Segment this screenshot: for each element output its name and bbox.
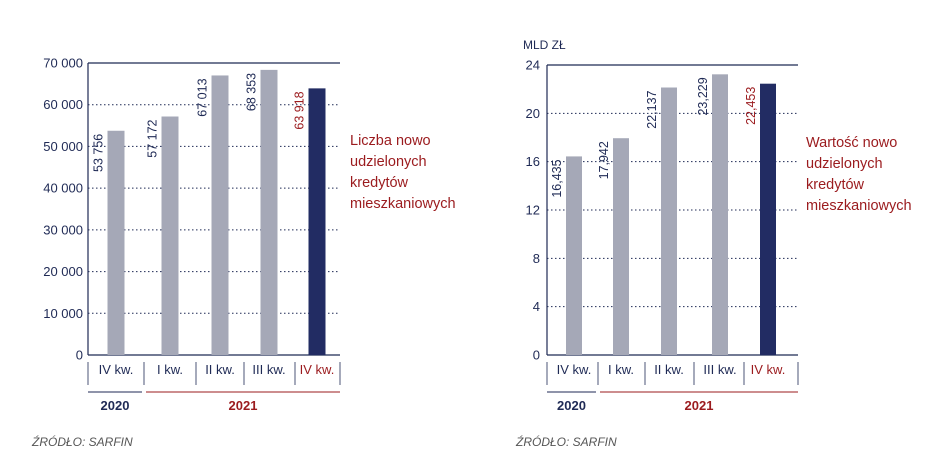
x-category-label: III kw. [252, 362, 285, 377]
y-tick-label: 30 000 [43, 222, 83, 237]
chart-description-line: mieszkaniowych [806, 198, 912, 214]
year-group-label: 2020 [557, 398, 586, 413]
y-tick-label: 50 000 [43, 139, 83, 154]
x-category-label: IV kw. [557, 362, 592, 377]
chart-description-line: kredytów [350, 175, 409, 191]
x-category-label: IV kw. [99, 362, 134, 377]
chart-1: 0 10 000 20 000 30 000 40 000 50 000 60 000 70 … [31, 56, 456, 450]
bar-value-label: 22,137 [645, 90, 659, 128]
y-tick-label: 60 000 [43, 97, 83, 112]
y-tick-label: 40 000 [43, 181, 83, 196]
chart-description-line: Liczba nowo [350, 133, 431, 149]
year-group-label: 2020 [101, 398, 130, 413]
chart-description-line: kredytów [806, 177, 865, 193]
y-tick-label: 8 [533, 251, 540, 266]
bar-value-label: 17,942 [597, 141, 611, 179]
chart-description-line: Wartość nowo [806, 135, 897, 151]
year-group-label: 2021 [685, 398, 714, 413]
y-tick-label: 20 [526, 106, 540, 121]
bar [161, 116, 179, 356]
y-tick-label: 12 [526, 203, 540, 218]
x-category-label: II kw. [205, 362, 235, 377]
chart-2: 0 4 8 12 16 20 24 MLD ZŁ 16,435 17,942 22,137 23,22… [515, 38, 912, 449]
bar [760, 83, 776, 355]
bar [566, 156, 582, 355]
bar [308, 88, 326, 355]
y-tick-label: 24 [526, 58, 540, 73]
y-tick-label: 4 [533, 299, 540, 314]
bar [712, 74, 728, 355]
y-tick-label: 20 000 [43, 264, 83, 279]
bar-value-label: 67 013 [196, 78, 210, 116]
y-tick-label: 16 [526, 154, 540, 169]
x-category-label: I kw. [608, 362, 634, 377]
year-group-label: 2021 [229, 398, 258, 413]
bar-value-label: 22,453 [744, 87, 758, 125]
bar-value-label: 53 756 [92, 134, 106, 172]
bar-value-label: 57 172 [146, 119, 160, 157]
bar-value-label: 63 918 [293, 91, 307, 129]
x-category-label: I kw. [157, 362, 183, 377]
x-category-label: IV kw. [751, 362, 786, 377]
bar [613, 138, 629, 355]
bar [661, 87, 677, 355]
bar [211, 75, 229, 356]
y-axis-unit-label: MLD ZŁ [523, 38, 566, 52]
source-note: ŹRÓDŁO: SARFIN [31, 434, 133, 449]
x-category-label: III kw. [703, 362, 736, 377]
chart-description-line: udzielonych [806, 156, 883, 172]
y-tick-label: 10 000 [43, 306, 83, 321]
x-category-label: IV kw. [300, 362, 335, 377]
bar [260, 69, 278, 355]
chart-description-line: mieszkaniowych [350, 196, 456, 212]
source-note: ŹRÓDŁO: SARFIN [515, 434, 617, 449]
y-tick-label: 0 [533, 348, 540, 363]
chart-description-line: udzielonych [350, 154, 427, 170]
y-tick-label: 0 [76, 348, 83, 363]
bar-value-label: 16,435 [550, 159, 564, 197]
bar-value-label: 23,229 [696, 77, 710, 115]
bar-value-label: 68 353 [245, 73, 259, 111]
y-tick-label: 70 000 [43, 56, 83, 71]
x-category-label: II kw. [654, 362, 684, 377]
bar [107, 130, 125, 355]
